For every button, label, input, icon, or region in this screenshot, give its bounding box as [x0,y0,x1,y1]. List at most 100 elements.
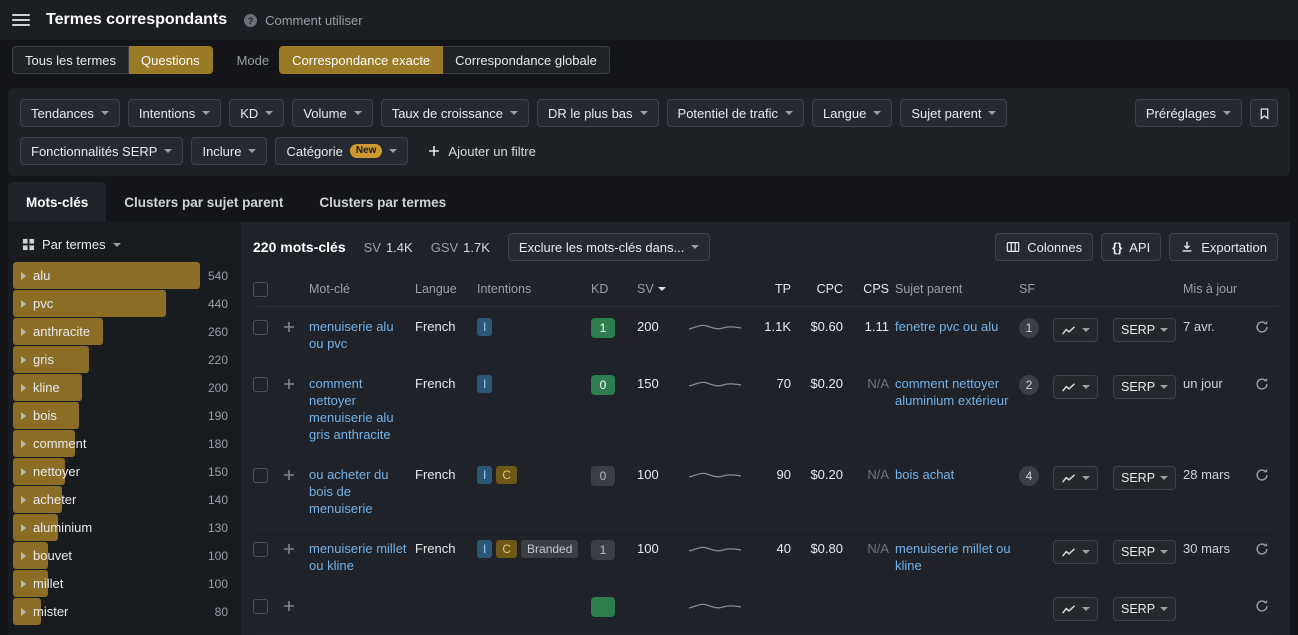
term-filter-item[interactable]: bouvet 100 [13,542,236,569]
refresh-icon[interactable] [1255,468,1275,482]
select-all-checkbox[interactable] [253,282,268,297]
keyword-link[interactable]: ou acheter du bois de menuiserie [309,467,389,516]
term-filter-item[interactable]: millet 100 [13,570,236,597]
add-to-list-icon[interactable] [283,321,303,333]
filter-chip[interactable]: KD [229,99,285,127]
presets-button[interactable]: Préréglages [1134,99,1242,127]
term-filter-item[interactable]: bois 190 [13,402,236,429]
row-checkbox[interactable] [253,377,268,392]
row-checkbox[interactable] [253,468,268,483]
tab-exact-match[interactable]: Correspondance exacte [279,46,444,74]
how-to-use-button[interactable]: ? Comment utiliser [243,13,363,28]
chevron-down-icon [784,111,793,115]
tab-questions[interactable]: Questions [129,46,213,74]
filters-panel: Tendances Intentions KD Volume Taux de c… [8,88,1290,176]
filter-chip[interactable]: Tendances [20,99,120,127]
sv-cell: 100 [637,467,659,482]
kd-badge [591,597,615,617]
parent-topic-link[interactable]: menuiserie millet ou kline [895,541,1011,573]
header-updated[interactable]: Mis à jour [1183,281,1238,296]
grid-icon [22,238,35,251]
api-button[interactable]: {} API [1101,233,1162,261]
page-title: Termes correspondants [46,11,228,28]
term-filter-item[interactable]: alu 540 [13,262,236,289]
exclude-keywords-dropdown[interactable]: Exclure les mots-clés dans... [507,233,711,261]
add-filter-button[interactable]: Ajouter un filtre [420,137,543,165]
tab-clusters-terms[interactable]: Clusters par termes [301,182,464,222]
keyword-link[interactable]: menuiserie alu ou pvc [309,319,394,351]
header-parent-topic[interactable]: Sujet parent [895,281,963,296]
term-filter-item[interactable]: nettoyer 150 [13,458,236,485]
header-cpc[interactable]: CPC [816,281,843,296]
serp-button[interactable]: SERP [1113,375,1177,399]
filter-chip[interactable]: Volume [292,99,373,127]
header-cps[interactable]: CPS [863,281,889,296]
position-history-button[interactable] [1053,540,1098,564]
filter-chip[interactable]: Fonctionnalités SERP [20,137,184,165]
keyword-link[interactable]: menuiserie millet ou kline [309,541,407,573]
add-to-list-icon[interactable] [283,469,303,481]
serp-button[interactable]: SERP [1113,540,1177,564]
term-filter-item[interactable]: mister 80 [13,598,236,625]
filter-chip[interactable]: Sujet parent [900,99,1008,127]
add-to-list-icon[interactable] [283,600,303,612]
cpc-cell: $0.20 [810,376,843,391]
keyword-link[interactable]: comment nettoyer menuiserie alu gris ant… [309,376,394,442]
position-history-button[interactable] [1053,318,1098,342]
term-filter-item[interactable]: comment 180 [13,430,236,457]
terms-sidebar: Par termes alu 540 pvc 440 anthracite 26… [8,222,241,635]
parent-topic-link[interactable]: bois achat [895,467,955,482]
header-language[interactable]: Langue [415,281,457,296]
add-to-list-icon[interactable] [283,378,303,390]
chart-icon [1062,382,1075,392]
position-history-button[interactable] [1053,597,1098,621]
refresh-icon[interactable] [1255,320,1275,334]
header-sf[interactable]: SF [1019,281,1035,296]
refresh-icon[interactable] [1255,599,1275,613]
row-checkbox[interactable] [253,320,268,335]
refresh-icon[interactable] [1255,377,1275,391]
header-kd[interactable]: KD [591,281,609,296]
serp-button[interactable]: SERP [1113,597,1177,621]
filter-row-2: Fonctionnalités SERP Inclure Catégorie N… [20,137,1278,165]
row-checkbox[interactable] [253,542,268,557]
header-keyword[interactable]: Mot-clé [309,281,350,296]
filter-chip[interactable]: Langue [811,99,893,127]
refresh-icon[interactable] [1255,542,1275,556]
term-filter-item[interactable]: aluminium 130 [13,514,236,541]
serp-button[interactable]: SERP [1113,318,1177,342]
by-terms-dropdown[interactable]: Par termes [8,228,241,262]
menu-icon[interactable] [12,12,30,28]
tab-clusters-parent-topic[interactable]: Clusters par sujet parent [106,182,301,222]
how-to-use-label: Comment utiliser [265,12,363,28]
filter-chip[interactable]: Taux de croissance [380,99,529,127]
header-tp[interactable]: TP [775,281,791,296]
category-filter-button[interactable]: Catégorie New [275,137,409,165]
parent-topic-link[interactable]: fenetre pvc ou alu [895,319,999,334]
term-filter-item[interactable]: acheter 140 [13,486,236,513]
bookmark-button[interactable] [1250,99,1278,127]
position-history-button[interactable] [1053,375,1098,399]
cpc-cell: $0.80 [810,541,843,556]
term-filter-item[interactable]: gris 220 [13,346,236,373]
filter-chip[interactable]: Intentions [127,99,222,127]
parent-topic-link[interactable]: comment nettoyer aluminium extérieur [895,376,1009,408]
tab-all-terms[interactable]: Tous les termes [12,46,130,74]
term-filter-item[interactable]: kline 200 [13,374,236,401]
serp-button[interactable]: SERP [1113,466,1177,490]
add-to-list-icon[interactable] [283,543,303,555]
term-filter-item[interactable]: anthracite 260 [13,318,236,345]
tab-keywords[interactable]: Mots-clés [8,182,107,222]
export-button[interactable]: Exportation [1169,233,1278,261]
term-filter-item[interactable]: pvc 440 [13,290,236,317]
header-intents[interactable]: Intentions [477,281,532,296]
columns-button[interactable]: Colonnes [995,233,1094,261]
term-label: gris [33,352,54,367]
filter-chip[interactable]: Inclure [191,137,268,165]
filter-chip[interactable]: Potentiel de trafic [666,99,804,127]
filter-chip[interactable]: DR le plus bas [536,99,659,127]
tab-global-match[interactable]: Correspondance globale [443,46,610,74]
row-checkbox[interactable] [253,599,268,614]
position-history-button[interactable] [1053,466,1098,490]
header-sv[interactable]: SV [637,282,681,296]
